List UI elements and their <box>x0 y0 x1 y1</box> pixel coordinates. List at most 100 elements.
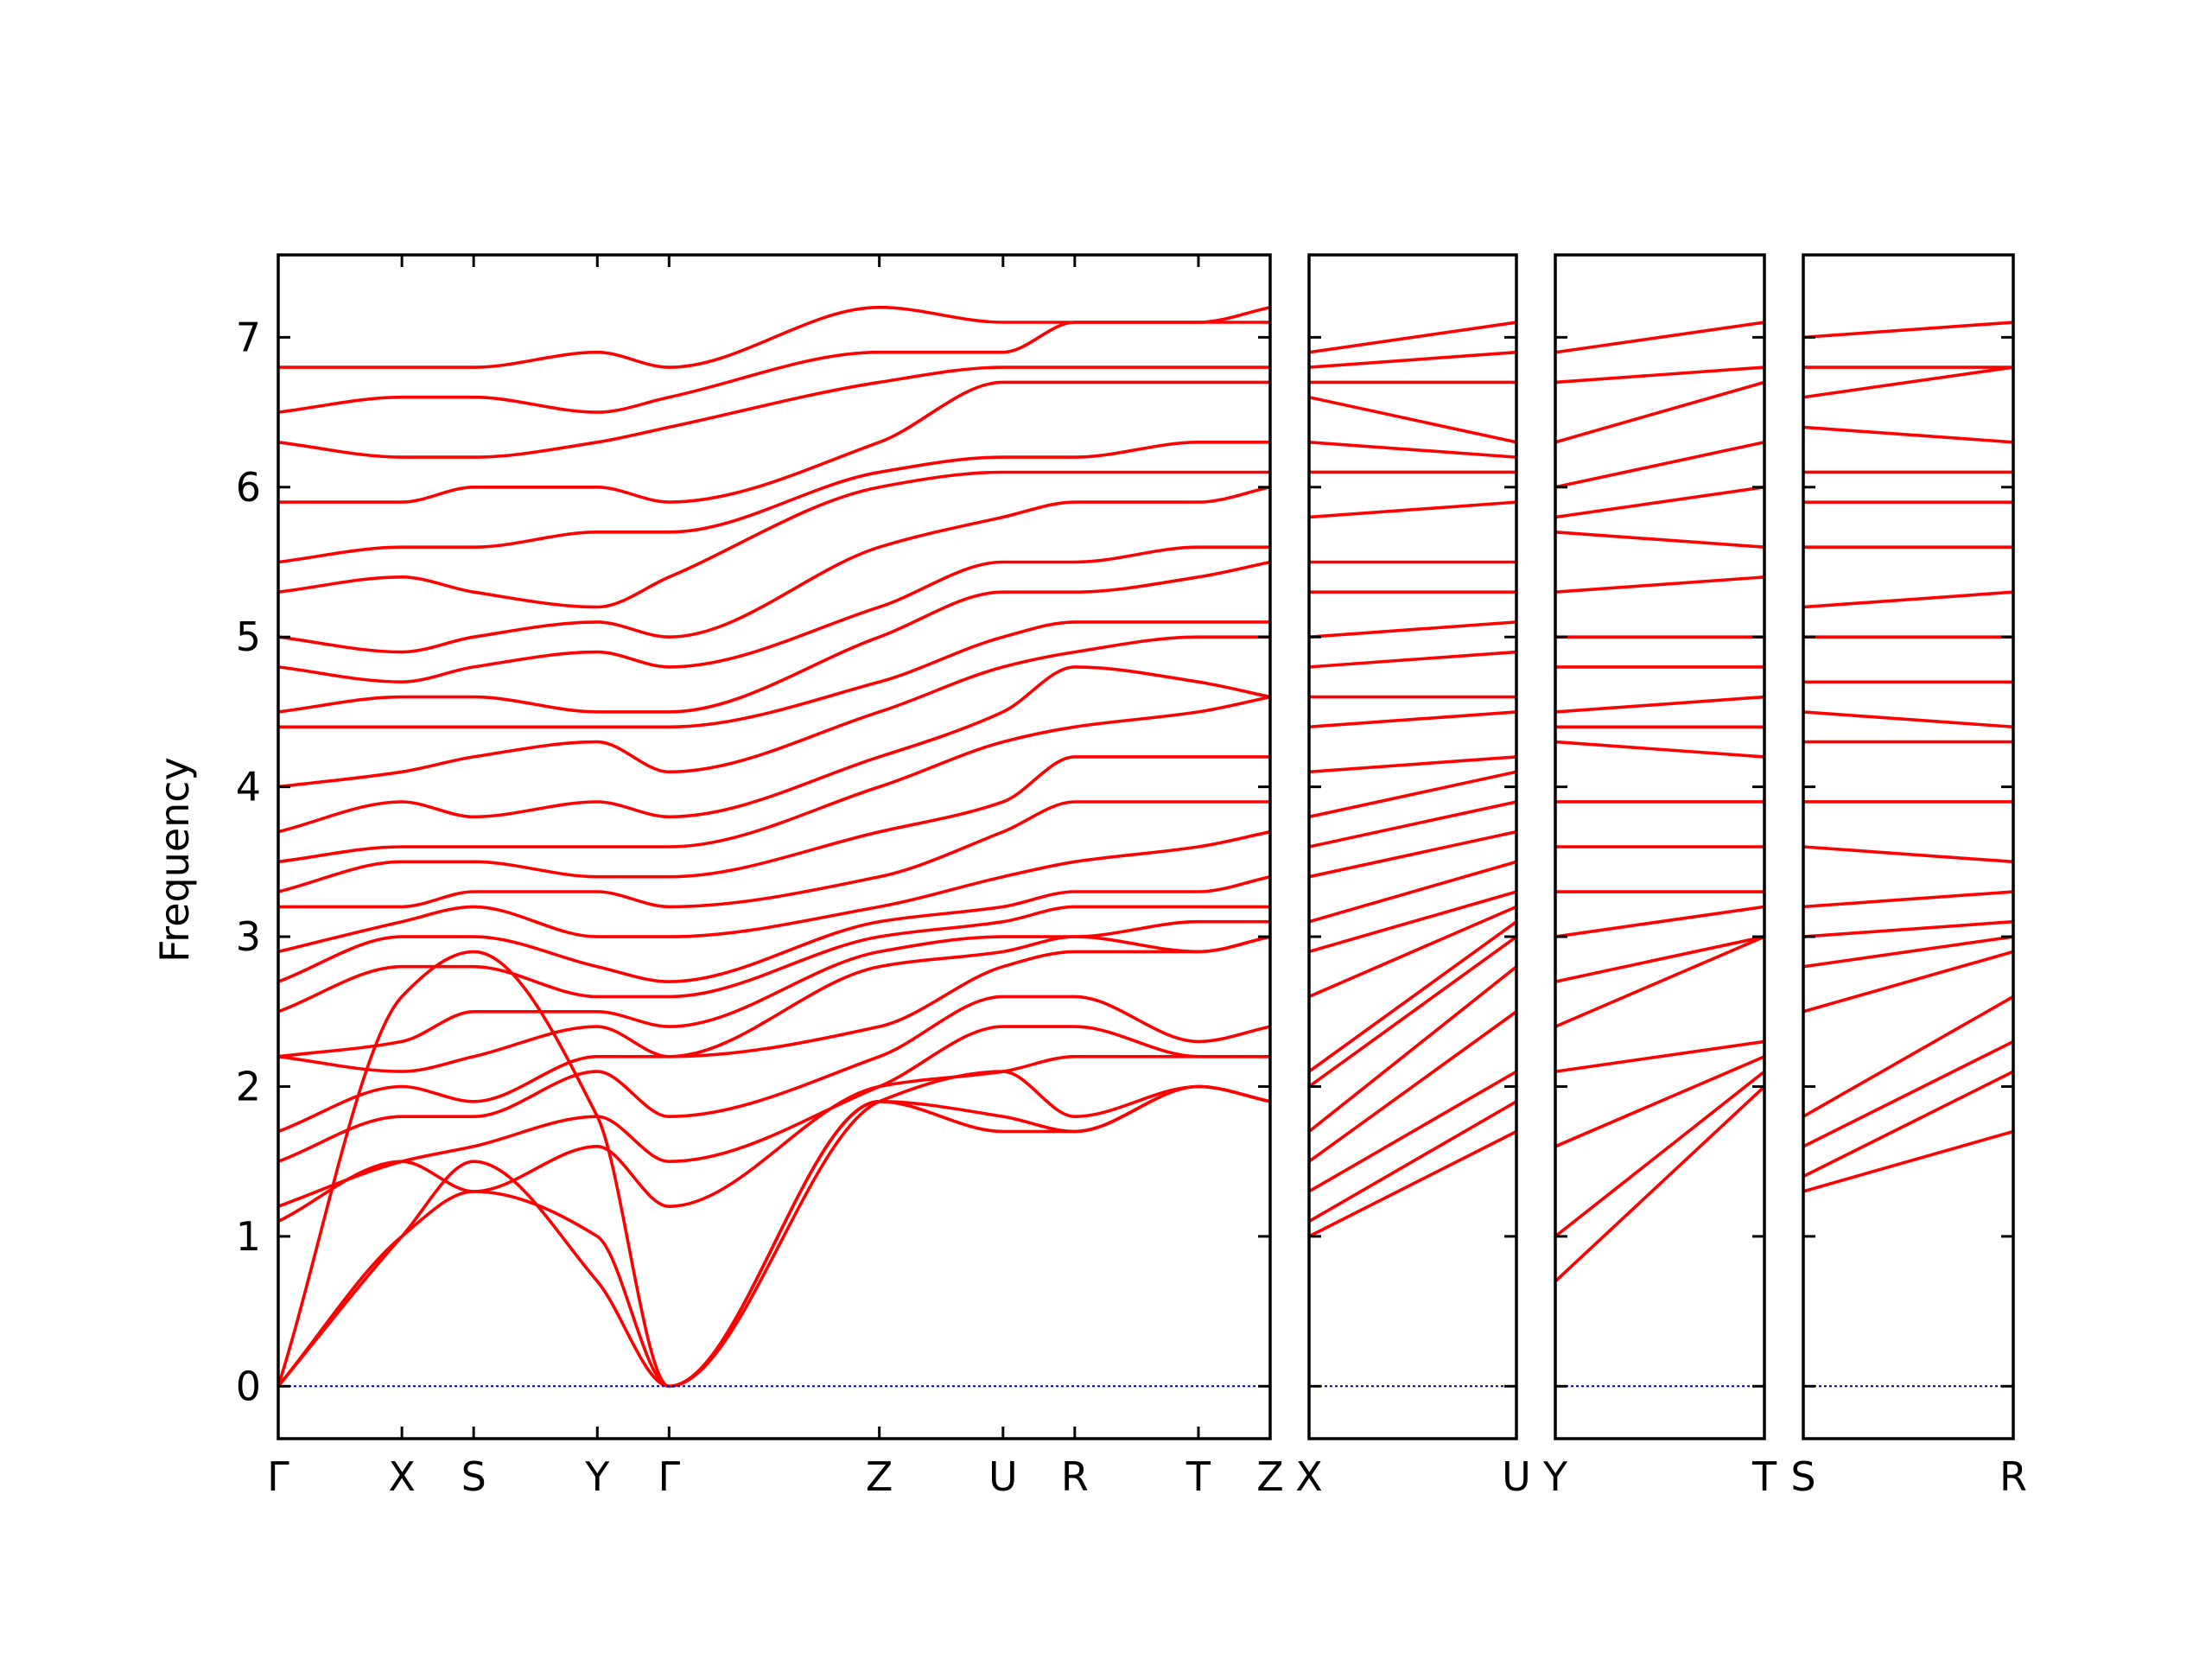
x-tick-label: U <box>1502 1453 1531 1500</box>
band-line <box>1308 500 1517 519</box>
band-line <box>1802 1039 2014 1148</box>
band-line <box>277 830 1271 954</box>
band-line <box>1554 935 1765 1028</box>
band-line <box>277 905 1270 1014</box>
band-line <box>1307 965 1518 1133</box>
band-line <box>1802 1070 2014 1179</box>
band-line <box>1802 590 2014 609</box>
x-tick-label: Y <box>584 1453 610 1500</box>
band-line <box>1554 1070 1766 1238</box>
band-line <box>278 305 1271 369</box>
band-line <box>1554 1085 1766 1283</box>
y-axis: 0 1 2 3 4 5 6 7 <box>236 314 261 1409</box>
band-line <box>277 635 1270 789</box>
x-tick-label: T <box>1185 1453 1211 1500</box>
band-line <box>1308 650 1517 669</box>
band-line <box>1554 575 1765 594</box>
band-line <box>1802 321 2014 340</box>
band-line <box>278 620 1270 729</box>
band-line <box>1308 1070 1517 1193</box>
band-line <box>1308 860 1517 924</box>
band-line <box>1802 919 2014 938</box>
band-line <box>277 440 1270 564</box>
band-line <box>1802 845 2014 864</box>
x-tick-label: S <box>1790 1453 1815 1500</box>
x-tick-label: Y <box>1542 1453 1568 1500</box>
band-line <box>277 1054 1270 1224</box>
band-line <box>1307 1010 1518 1163</box>
band-line <box>1554 321 1765 354</box>
band-line <box>1554 905 1765 938</box>
y-tick-label: 4 <box>236 764 261 810</box>
panel-frame <box>1307 253 1518 1440</box>
x-tick-label: Γ <box>658 1453 681 1500</box>
band-line <box>1308 770 1517 819</box>
x-tick-label: R <box>1999 1453 2027 1500</box>
band-line <box>1308 321 1517 354</box>
x-tick-label: X <box>388 1453 416 1500</box>
band-line <box>1308 830 1517 879</box>
y-tick-label: 7 <box>236 314 261 360</box>
band-line <box>278 800 1270 909</box>
band-line <box>277 755 1270 893</box>
band-line <box>277 874 1271 983</box>
x-tick-label: Z <box>1256 1453 1284 1500</box>
x-tick-label: Γ <box>267 1453 289 1500</box>
band-line <box>277 486 1271 654</box>
band-line <box>1554 695 1765 714</box>
band-line <box>277 560 1271 714</box>
band-line <box>277 995 1271 1163</box>
x-tick-label: R <box>1061 1453 1089 1500</box>
x-tick-label: T <box>1751 1453 1777 1500</box>
band-line <box>1802 950 2014 1014</box>
band-line <box>1802 425 2014 444</box>
panel-frame <box>276 253 1272 1440</box>
band-line <box>1554 486 1765 519</box>
band-line <box>1308 1100 1517 1224</box>
band-line <box>1308 755 1517 774</box>
y-tick-label: 2 <box>236 1063 261 1109</box>
band-line <box>1554 1055 1765 1148</box>
band-line <box>1802 890 2014 909</box>
panel-frame <box>1802 253 2015 1440</box>
band-line <box>1554 1039 1765 1073</box>
band-line <box>1554 380 1765 444</box>
band-line <box>1307 935 1518 1088</box>
band-line <box>277 935 1271 1134</box>
band-line <box>1802 995 2014 1118</box>
band-line <box>1308 890 1517 954</box>
band-line <box>277 935 1271 1073</box>
band-line <box>1802 710 2014 729</box>
y-tick-label: 1 <box>236 1213 261 1260</box>
x-tick-label: X <box>1295 1453 1323 1500</box>
y-tick-label: 0 <box>236 1363 261 1409</box>
panel-frame <box>1554 253 1766 1440</box>
band-line <box>1554 531 1765 549</box>
band-line <box>1802 935 2014 969</box>
band-line <box>277 380 1270 504</box>
band-line <box>1308 710 1517 729</box>
band-line <box>277 470 1270 609</box>
band-line <box>277 919 1270 1058</box>
band-line <box>1308 1129 1517 1238</box>
band-line <box>1554 365 1765 385</box>
x-tick-label: S <box>461 1453 486 1500</box>
band-line <box>1802 365 2014 399</box>
bands-group <box>276 305 1271 1389</box>
band-line <box>1307 920 1518 1073</box>
band-line <box>1554 441 1765 489</box>
x-tick-label: U <box>988 1453 1018 1500</box>
band-line <box>1308 395 1517 444</box>
y-tick-label: 6 <box>236 464 261 511</box>
band-line <box>1308 350 1517 369</box>
band-line <box>276 1084 1271 1389</box>
band-line <box>277 665 1271 834</box>
y-tick-label: 5 <box>236 613 261 660</box>
band-line <box>1308 620 1517 639</box>
band-line <box>1308 905 1517 999</box>
